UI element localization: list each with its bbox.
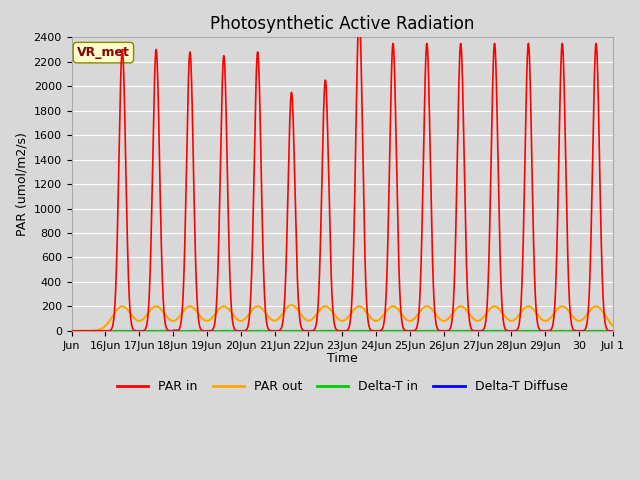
Title: Photosynthetic Active Radiation: Photosynthetic Active Radiation	[210, 15, 474, 33]
X-axis label: Time: Time	[327, 352, 358, 365]
Text: VR_met: VR_met	[77, 46, 130, 59]
Y-axis label: PAR (umol/m2/s): PAR (umol/m2/s)	[15, 132, 28, 236]
Legend: PAR in, PAR out, Delta-T in, Delta-T Diffuse: PAR in, PAR out, Delta-T in, Delta-T Dif…	[112, 375, 573, 398]
